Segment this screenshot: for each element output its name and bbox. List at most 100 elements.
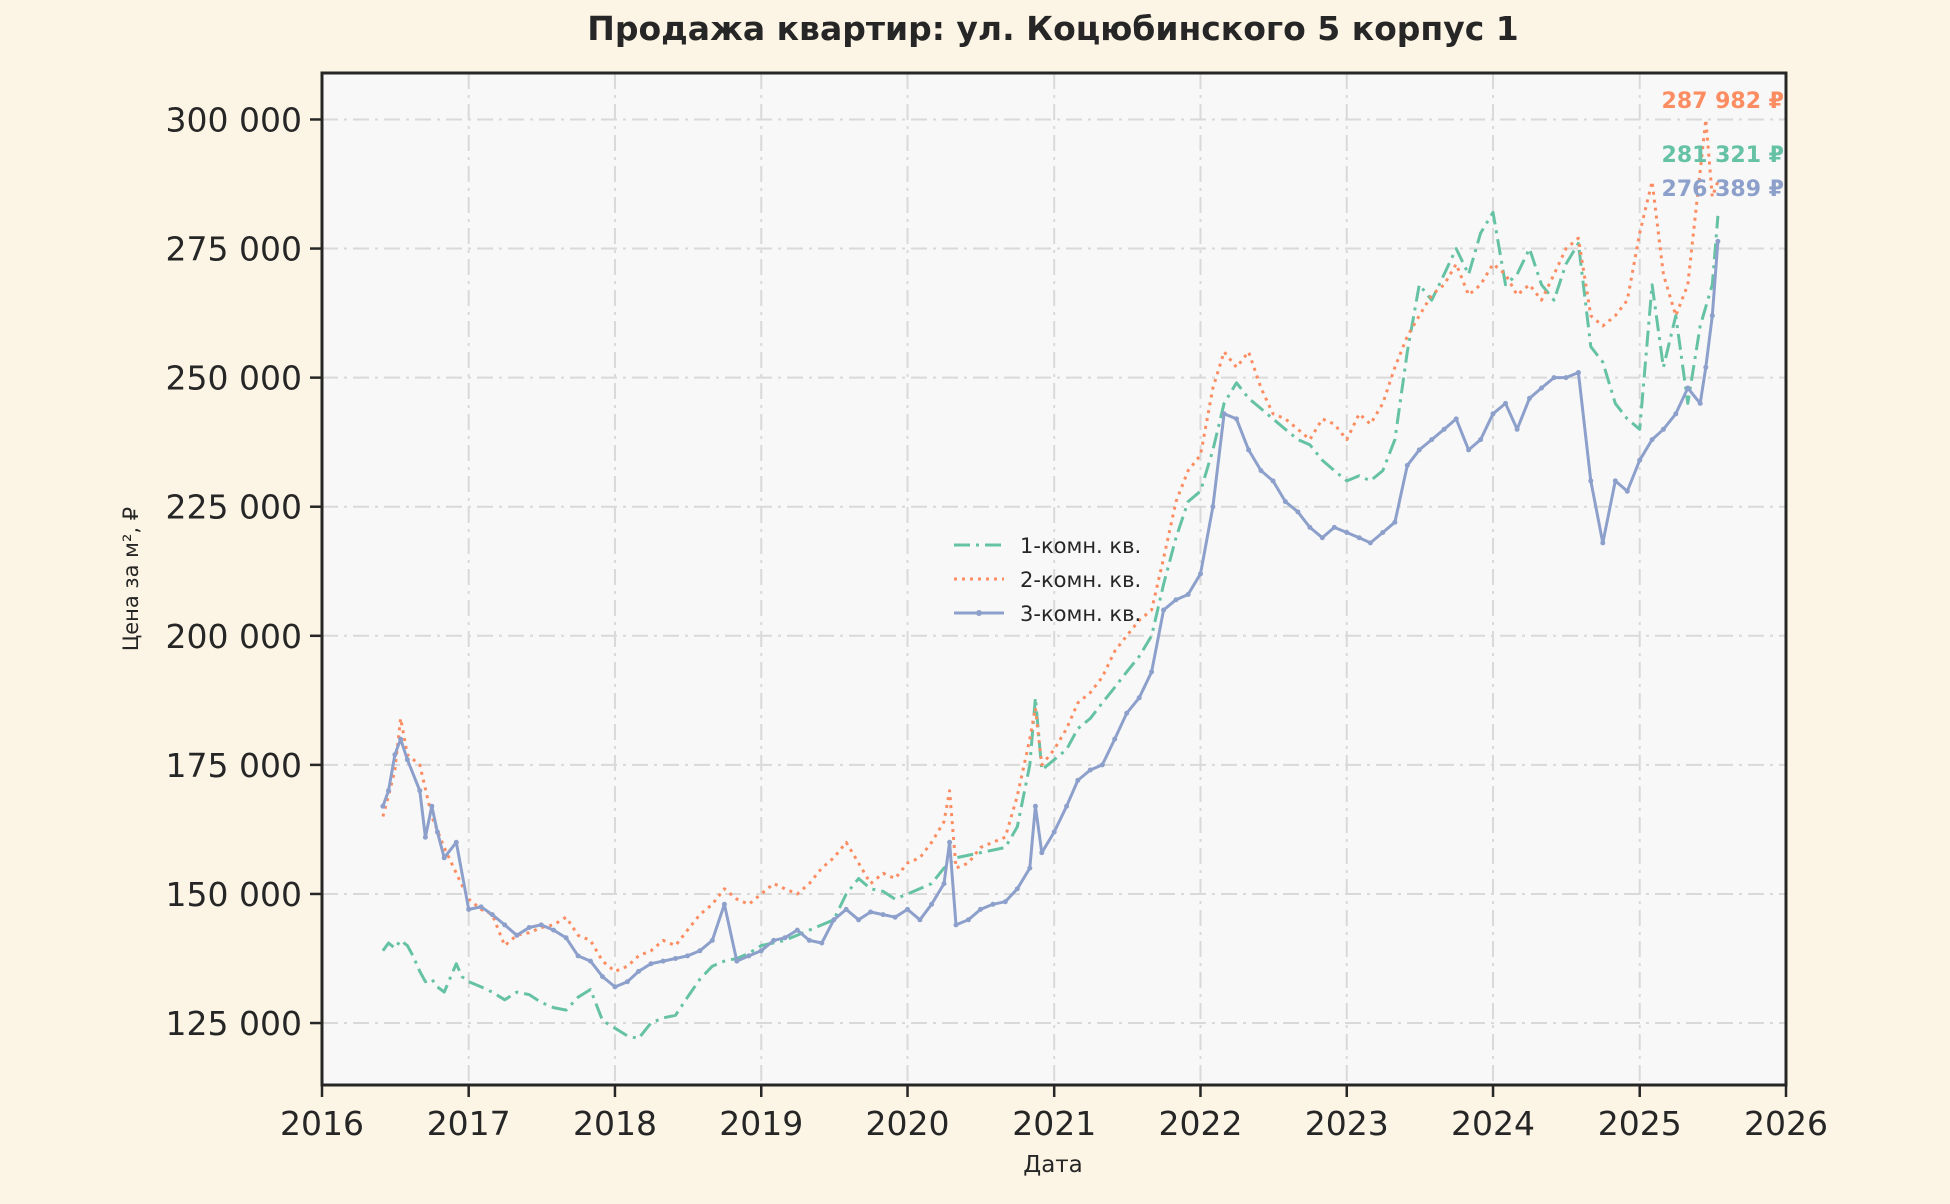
series-point bbox=[660, 958, 666, 964]
series-point bbox=[1527, 395, 1532, 401]
series-point bbox=[417, 788, 423, 794]
x-axis: 2016 2017 2018 2019 2020 2021 2022 2023 2024 2025… bbox=[280, 1085, 1828, 1143]
series-point bbox=[1258, 468, 1264, 474]
series-point bbox=[1673, 411, 1679, 417]
series-point bbox=[947, 839, 953, 845]
series-point bbox=[1344, 530, 1350, 535]
series-point bbox=[1087, 767, 1093, 773]
series-point bbox=[1715, 238, 1721, 244]
series-point bbox=[1624, 488, 1630, 494]
series-point bbox=[551, 927, 557, 933]
series-point bbox=[1149, 669, 1155, 675]
series-end-label: 281 321 ₽ bbox=[1662, 143, 1784, 168]
series-point bbox=[386, 788, 391, 794]
series-point bbox=[1002, 899, 1008, 905]
series-point bbox=[1600, 540, 1606, 546]
series-point bbox=[1064, 803, 1070, 809]
y-tick-label: 125 000 bbox=[166, 1004, 302, 1043]
series-layer bbox=[380, 118, 1721, 1040]
series-point bbox=[1136, 695, 1142, 701]
series-point bbox=[905, 906, 910, 912]
x-tick-label: 2020 bbox=[866, 1104, 950, 1143]
y-tick-label: 150 000 bbox=[166, 875, 302, 914]
series-point bbox=[1319, 535, 1325, 541]
x-tick-label: 2016 bbox=[280, 1104, 364, 1143]
series-point bbox=[1514, 426, 1520, 432]
series-point bbox=[941, 881, 947, 887]
series-point bbox=[746, 953, 752, 959]
series-point bbox=[575, 953, 581, 959]
series-point bbox=[1709, 313, 1715, 319]
series-point bbox=[434, 829, 440, 835]
series-point bbox=[1112, 736, 1118, 742]
y-tick-label: 300 000 bbox=[166, 100, 302, 139]
legend-label: 1-комн. кв. bbox=[1020, 534, 1141, 558]
series-point bbox=[697, 948, 703, 954]
series-point bbox=[806, 937, 812, 943]
series-point bbox=[771, 937, 777, 943]
y-tick-label: 175 000 bbox=[166, 746, 302, 785]
x-tick-label: 2021 bbox=[1012, 1104, 1096, 1143]
x-tick-label: 2023 bbox=[1305, 1104, 1389, 1143]
series-line-2 bbox=[381, 118, 1720, 973]
series-point bbox=[880, 912, 886, 918]
series-point bbox=[398, 736, 404, 742]
x-tick-label: 2019 bbox=[719, 1104, 803, 1143]
series-point bbox=[1416, 447, 1422, 453]
series-point bbox=[1478, 437, 1484, 443]
end-value-labels: 287 982 ₽ 281 321 ₽ 276 389 ₽ bbox=[1662, 89, 1784, 202]
series-point bbox=[990, 901, 996, 907]
series-point bbox=[1282, 499, 1288, 505]
series-point bbox=[441, 855, 447, 861]
series-point bbox=[380, 803, 386, 809]
x-tick-label: 2018 bbox=[573, 1104, 657, 1143]
series-point bbox=[1649, 437, 1655, 443]
series-point bbox=[1014, 886, 1020, 892]
series-point bbox=[478, 904, 484, 910]
series-point bbox=[624, 979, 630, 985]
series-point bbox=[1697, 400, 1703, 406]
series-point bbox=[1307, 524, 1313, 530]
series-point bbox=[1185, 592, 1191, 597]
legend: 1-комн. кв. 2-комн. кв. 3-комн. кв. bbox=[954, 534, 1141, 626]
series-point bbox=[1210, 504, 1216, 510]
series-point bbox=[1099, 762, 1105, 768]
series-point bbox=[636, 968, 642, 974]
y-tick-label: 225 000 bbox=[166, 488, 302, 527]
series-point bbox=[588, 958, 593, 964]
series-point bbox=[1173, 597, 1179, 603]
series-point bbox=[1503, 400, 1508, 406]
series-point bbox=[1356, 535, 1362, 541]
series-point bbox=[709, 937, 715, 943]
series-end-label: 287 982 ₽ bbox=[1662, 89, 1784, 114]
series-point bbox=[526, 925, 532, 930]
series-point bbox=[965, 917, 971, 923]
series-point bbox=[1392, 519, 1398, 525]
series-point bbox=[1161, 607, 1167, 613]
series-point bbox=[600, 974, 605, 980]
series-point bbox=[648, 961, 654, 967]
series-point bbox=[1575, 370, 1581, 375]
series-point bbox=[502, 922, 508, 928]
series-point bbox=[612, 984, 618, 990]
legend-marker bbox=[976, 610, 982, 616]
y-tick-label: 250 000 bbox=[166, 359, 302, 398]
series-point bbox=[1246, 447, 1252, 453]
series-point bbox=[1612, 478, 1618, 484]
series-point bbox=[892, 914, 898, 920]
chart-title: Продажа квартир: ул. Коцюбинского 5 корп… bbox=[587, 9, 1519, 48]
series-point bbox=[404, 757, 410, 763]
series-point bbox=[1221, 411, 1227, 417]
series-point bbox=[856, 917, 862, 923]
series-point bbox=[953, 922, 959, 928]
series-point bbox=[1380, 530, 1386, 535]
x-tick-label: 2022 bbox=[1158, 1104, 1242, 1143]
series-point bbox=[978, 906, 983, 912]
series-point bbox=[1124, 710, 1130, 716]
series-point bbox=[538, 922, 544, 928]
series-point bbox=[843, 906, 849, 912]
series-point bbox=[782, 935, 788, 941]
series-point bbox=[429, 803, 435, 809]
series-point bbox=[514, 932, 520, 938]
